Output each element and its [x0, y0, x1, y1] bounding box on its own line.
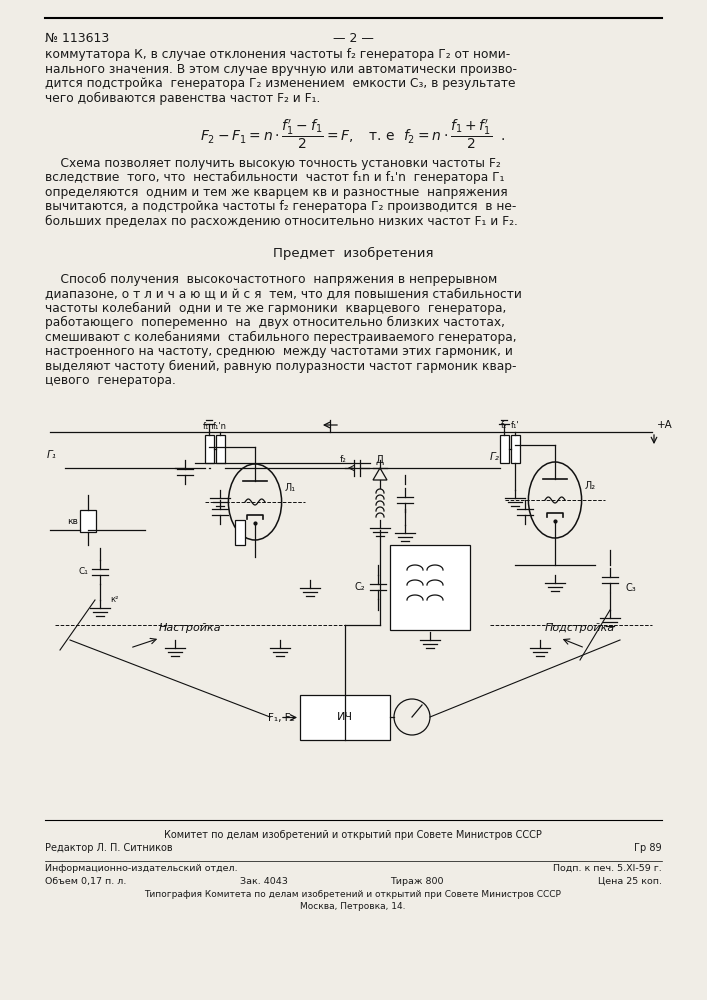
Text: ИЧ: ИЧ — [337, 712, 353, 722]
Text: дится подстройка  генератора Г₂ изменением  емкости C₃, в результате: дится подстройка генератора Г₂ изменение… — [45, 77, 515, 90]
Text: больших пределах по расхождению относительно низких частот F₁ и F₂.: больших пределах по расхождению относите… — [45, 215, 518, 228]
Text: Схема позволяет получить высокую точность установки частоты F₂: Схема позволяет получить высокую точност… — [45, 157, 501, 170]
Text: f₁': f₁' — [510, 421, 520, 430]
Bar — [80, 510, 96, 532]
Text: Цена 25 коп.: Цена 25 коп. — [598, 877, 662, 886]
Bar — [390, 545, 470, 630]
Text: частоты колебаний  одни и те же гармоники  кварцевого  генератора,: частоты колебаний одни и те же гармоники… — [45, 302, 506, 315]
Text: f₁n: f₁n — [203, 422, 215, 431]
Text: F₁, F₂: F₁, F₂ — [268, 712, 295, 722]
Text: f₁'n: f₁'n — [213, 422, 227, 431]
Text: Гр 89: Гр 89 — [634, 843, 662, 853]
Text: Подп. к печ. 5.XI-59 г.: Подп. к печ. 5.XI-59 г. — [554, 864, 662, 873]
Text: диапазоне, о т л и ч а ю щ и й с я  тем, что для повышения стабильности: диапазоне, о т л и ч а ю щ и й с я тем, … — [45, 287, 522, 300]
Text: +A: +A — [657, 420, 673, 430]
Text: $F_2 - F_1 = n \cdot \dfrac{f_1' - f_1}{2} = F,$   т. е  $f_2 = n \cdot \dfrac{f: $F_2 - F_1 = n \cdot \dfrac{f_1' - f_1}{… — [200, 118, 506, 151]
Text: нального значения. В этом случае вручную или автоматически произво-: нального значения. В этом случае вручную… — [45, 62, 517, 76]
Bar — [511, 435, 520, 463]
Bar — [500, 435, 509, 463]
Bar — [216, 435, 225, 463]
Text: Способ получения  высокочастотного  напряжения в непрерывном: Способ получения высокочастотного напряж… — [45, 273, 497, 286]
Text: Г₂: Г₂ — [490, 452, 500, 462]
Text: f₂: f₂ — [340, 455, 347, 464]
Text: настроенного на частоту, среднюю  между частотами этих гармоник, и: настроенного на частоту, среднюю между ч… — [45, 345, 513, 358]
Text: Объем 0,17 п. л.: Объем 0,17 п. л. — [45, 877, 127, 886]
Text: чего добиваются равенства частот F₂ и F₁.: чего добиваются равенства частот F₂ и F₁… — [45, 92, 320, 105]
Bar — [235, 520, 245, 545]
Text: C₁: C₁ — [78, 568, 88, 576]
Text: к²: к² — [110, 595, 118, 604]
Text: работающего  попеременно  на  двух относительно близких частотах,: работающего попеременно на двух относите… — [45, 316, 505, 329]
Text: Л₂: Л₂ — [585, 481, 596, 491]
Text: № 113613: № 113613 — [45, 32, 110, 45]
Text: — 2 —: — 2 — — [332, 32, 373, 45]
Text: Информационно-издательский отдел.: Информационно-издательский отдел. — [45, 864, 238, 873]
Text: Л₁: Л₁ — [285, 483, 296, 493]
Text: вследствие  того, что  нестабильности  частот f₁n и f₁'n  генератора Г₁: вследствие того, что нестабильности част… — [45, 171, 505, 184]
Text: Москва, Петровка, 14.: Москва, Петровка, 14. — [300, 902, 406, 911]
Text: f₂: f₂ — [501, 421, 507, 430]
Text: C₂: C₂ — [354, 582, 365, 592]
Text: кв: кв — [67, 516, 78, 526]
Text: Г₁: Г₁ — [47, 450, 57, 460]
Bar — [205, 435, 214, 463]
Text: Предмет  изобретения: Предмет изобретения — [273, 247, 433, 260]
Bar — [300, 695, 390, 740]
Text: Д: Д — [375, 455, 383, 465]
Text: смешивают с колебаниями  стабильного перестраиваемого генератора,: смешивают с колебаниями стабильного пере… — [45, 331, 517, 344]
Text: C₃: C₃ — [625, 583, 636, 593]
Text: коммутатора К, в случае отклонения частоты f₂ генератора Г₂ от номи-: коммутатора К, в случае отклонения часто… — [45, 48, 510, 61]
Text: Редактор Л. П. Ситников: Редактор Л. П. Ситников — [45, 843, 173, 853]
Text: выделяют частоту биений, равную полуразности частот гармоник квар-: выделяют частоту биений, равную полуразн… — [45, 360, 517, 373]
Text: Подстройка: Подстройка — [545, 623, 615, 633]
Text: Комитет по делам изобретений и открытий при Совете Министров СССР: Комитет по делам изобретений и открытий … — [164, 830, 542, 840]
Text: Зак. 4043: Зак. 4043 — [240, 877, 288, 886]
Text: определяются  одним и тем же кварцем кв и разностные  напряжения: определяются одним и тем же кварцем кв и… — [45, 186, 508, 199]
Text: цевого  генератора.: цевого генератора. — [45, 374, 176, 387]
Text: Типография Комитета по делам изобретений и открытий при Совете Министров СССР: Типография Комитета по делам изобретений… — [144, 890, 561, 899]
Text: вычитаются, а подстройка частоты f₂ генератора Г₂ производится  в не-: вычитаются, а подстройка частоты f₂ гене… — [45, 200, 516, 213]
Text: Настройка: Настройка — [158, 623, 221, 633]
Text: Тираж 800: Тираж 800 — [390, 877, 443, 886]
